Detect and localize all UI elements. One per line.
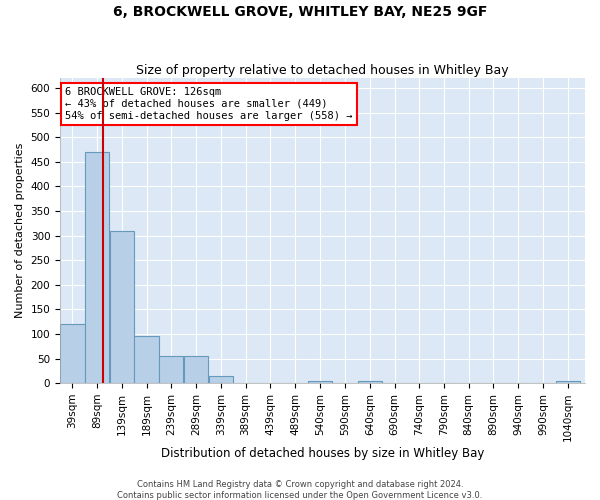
Bar bbox=[159, 356, 184, 383]
Bar bbox=[134, 336, 159, 383]
Bar bbox=[556, 381, 580, 383]
Text: 6, BROCKWELL GROVE, WHITLEY BAY, NE25 9GF: 6, BROCKWELL GROVE, WHITLEY BAY, NE25 9G… bbox=[113, 5, 487, 19]
Title: Size of property relative to detached houses in Whitley Bay: Size of property relative to detached ho… bbox=[136, 64, 509, 77]
Bar bbox=[308, 381, 332, 383]
Bar bbox=[358, 381, 382, 383]
Bar bbox=[184, 356, 208, 383]
Bar bbox=[110, 230, 134, 383]
Bar bbox=[85, 152, 109, 383]
Bar bbox=[209, 376, 233, 383]
Y-axis label: Number of detached properties: Number of detached properties bbox=[15, 143, 25, 318]
Bar bbox=[60, 324, 85, 383]
Text: Contains HM Land Registry data © Crown copyright and database right 2024.
Contai: Contains HM Land Registry data © Crown c… bbox=[118, 480, 482, 500]
Text: 6 BROCKWELL GROVE: 126sqm
← 43% of detached houses are smaller (449)
54% of semi: 6 BROCKWELL GROVE: 126sqm ← 43% of detac… bbox=[65, 88, 353, 120]
X-axis label: Distribution of detached houses by size in Whitley Bay: Distribution of detached houses by size … bbox=[161, 447, 484, 460]
